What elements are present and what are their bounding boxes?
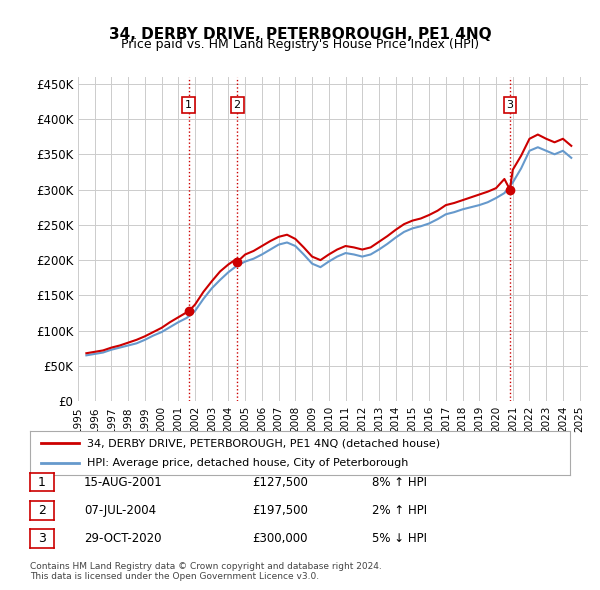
Text: 34, DERBY DRIVE, PETERBOROUGH, PE1 4NQ: 34, DERBY DRIVE, PETERBOROUGH, PE1 4NQ	[109, 27, 491, 41]
Text: HPI: Average price, detached house, City of Peterborough: HPI: Average price, detached house, City…	[86, 458, 408, 467]
Text: 3: 3	[506, 100, 514, 110]
Text: 34, DERBY DRIVE, PETERBOROUGH, PE1 4NQ (detached house): 34, DERBY DRIVE, PETERBOROUGH, PE1 4NQ (…	[86, 438, 440, 448]
Text: £127,500: £127,500	[252, 476, 308, 489]
Text: 5% ↓ HPI: 5% ↓ HPI	[372, 532, 427, 545]
Text: 3: 3	[38, 532, 46, 545]
Text: 07-JUL-2004: 07-JUL-2004	[84, 504, 156, 517]
Text: Price paid vs. HM Land Registry's House Price Index (HPI): Price paid vs. HM Land Registry's House …	[121, 38, 479, 51]
Text: £300,000: £300,000	[252, 532, 308, 545]
Text: 1: 1	[185, 100, 192, 110]
Text: 1: 1	[38, 476, 46, 489]
Text: 8% ↑ HPI: 8% ↑ HPI	[372, 476, 427, 489]
Text: £197,500: £197,500	[252, 504, 308, 517]
Text: Contains HM Land Registry data © Crown copyright and database right 2024.
This d: Contains HM Land Registry data © Crown c…	[30, 562, 382, 581]
Text: 2: 2	[38, 504, 46, 517]
Text: 29-OCT-2020: 29-OCT-2020	[84, 532, 161, 545]
Text: 2% ↑ HPI: 2% ↑ HPI	[372, 504, 427, 517]
Text: 15-AUG-2001: 15-AUG-2001	[84, 476, 163, 489]
Text: 2: 2	[233, 100, 241, 110]
